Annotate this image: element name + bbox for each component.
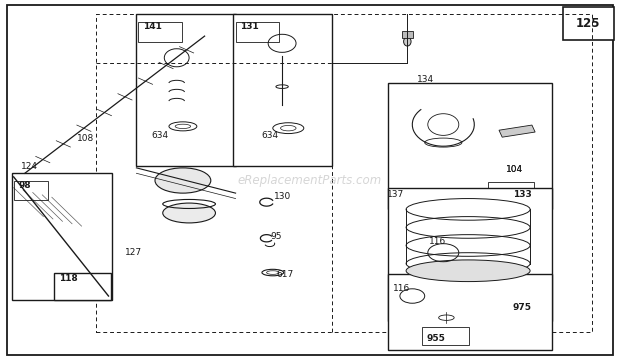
Bar: [14, 180, 48, 200]
Text: 617: 617: [277, 270, 294, 279]
Text: 95: 95: [270, 232, 281, 241]
Bar: [482, 296, 534, 314]
Text: 127: 127: [125, 248, 142, 257]
Text: 125: 125: [576, 17, 601, 30]
Text: 141: 141: [143, 22, 161, 31]
Text: 124: 124: [21, 162, 38, 170]
Bar: [236, 22, 279, 42]
Text: 634: 634: [151, 131, 169, 140]
Text: 955: 955: [427, 334, 445, 343]
Text: 98: 98: [19, 181, 31, 190]
Text: 108: 108: [77, 135, 94, 143]
Bar: [138, 22, 182, 42]
Ellipse shape: [404, 37, 411, 46]
Bar: [54, 273, 111, 300]
Bar: [96, 14, 592, 332]
Text: 634: 634: [261, 131, 278, 140]
Bar: [488, 182, 534, 200]
Text: 116: 116: [428, 238, 446, 246]
Text: 104: 104: [506, 165, 523, 174]
Text: eReplacementParts.com: eReplacementParts.com: [238, 174, 382, 187]
Ellipse shape: [162, 203, 216, 223]
Text: 133: 133: [513, 190, 531, 199]
Text: 104: 104: [506, 165, 523, 174]
Bar: [422, 327, 469, 345]
Bar: [12, 173, 112, 300]
Text: 118: 118: [60, 274, 78, 283]
Text: 137: 137: [387, 191, 404, 199]
Bar: [499, 125, 535, 137]
Bar: [388, 188, 552, 321]
Text: 116: 116: [392, 284, 410, 293]
Bar: [563, 7, 614, 40]
Bar: [136, 14, 236, 166]
Text: 134: 134: [417, 75, 435, 84]
Ellipse shape: [406, 260, 530, 282]
Bar: [388, 274, 552, 350]
Text: 975: 975: [512, 303, 531, 312]
Ellipse shape: [155, 168, 211, 193]
Bar: [388, 83, 552, 209]
Text: 131: 131: [240, 22, 259, 31]
Bar: [232, 14, 332, 166]
Text: 130: 130: [273, 192, 291, 201]
Bar: [402, 31, 413, 38]
